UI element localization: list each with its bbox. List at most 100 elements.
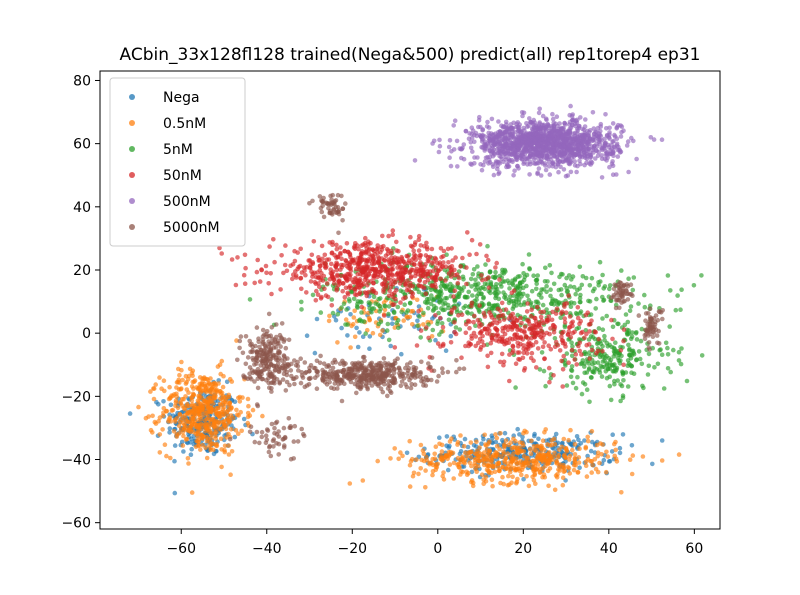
data-point	[598, 341, 604, 347]
data-point	[425, 305, 431, 311]
data-point	[569, 340, 574, 346]
data-point	[431, 259, 436, 264]
data-point	[423, 253, 429, 258]
data-point	[552, 487, 558, 493]
data-point	[151, 396, 157, 402]
data-point	[495, 166, 500, 172]
data-point	[563, 310, 569, 316]
data-point	[574, 434, 580, 439]
data-point	[168, 402, 174, 408]
data-point	[418, 328, 424, 333]
data-point	[439, 321, 445, 326]
data-point	[441, 477, 447, 482]
data-point	[404, 450, 410, 456]
data-point	[344, 241, 350, 246]
data-point	[603, 369, 609, 374]
data-point	[236, 395, 241, 401]
data-point	[500, 464, 505, 470]
data-point	[552, 441, 558, 447]
data-point	[299, 307, 304, 312]
data-point	[534, 281, 539, 287]
data-point	[542, 161, 548, 166]
data-point	[441, 470, 446, 475]
data-point	[461, 285, 467, 290]
data-point	[437, 137, 442, 143]
data-point	[363, 235, 368, 241]
data-point	[272, 259, 277, 265]
data-point	[408, 274, 414, 279]
data-point	[443, 348, 449, 354]
data-point	[181, 449, 186, 454]
data-point	[525, 124, 530, 129]
data-point	[569, 347, 575, 353]
data-point	[550, 111, 555, 117]
data-point	[494, 260, 500, 266]
data-point	[424, 454, 429, 460]
data-point	[151, 386, 157, 391]
data-point	[634, 156, 639, 162]
data-point	[607, 286, 612, 292]
data-point	[385, 251, 391, 257]
data-point	[627, 308, 633, 314]
data-point	[568, 427, 573, 433]
data-point	[212, 396, 217, 401]
data-point	[319, 243, 325, 249]
data-point	[497, 273, 503, 279]
data-point	[474, 293, 480, 299]
data-point	[226, 431, 231, 437]
data-point	[652, 365, 657, 370]
data-point	[190, 391, 196, 397]
data-point	[437, 441, 442, 447]
data-point	[376, 254, 381, 260]
data-point	[616, 321, 621, 327]
data-point	[198, 447, 203, 452]
data-point	[518, 459, 523, 464]
data-point	[534, 286, 539, 292]
data-point	[447, 138, 453, 143]
data-point	[203, 445, 208, 451]
data-point	[435, 295, 441, 301]
data-point	[542, 133, 547, 138]
data-point	[271, 237, 276, 242]
data-point	[366, 239, 371, 244]
data-point	[388, 343, 394, 349]
data-point	[228, 427, 234, 432]
data-point	[446, 144, 452, 150]
data-point	[550, 160, 555, 166]
data-point	[541, 368, 547, 374]
data-point	[407, 314, 413, 320]
data-point	[479, 441, 484, 447]
data-point	[190, 379, 196, 385]
data-point	[577, 144, 583, 149]
data-point	[452, 118, 458, 123]
data-point	[567, 324, 573, 330]
data-point	[225, 412, 230, 418]
data-point	[387, 262, 393, 267]
data-point	[229, 449, 235, 454]
data-point	[472, 313, 477, 319]
data-point	[636, 301, 641, 306]
data-point	[631, 371, 637, 377]
data-point	[362, 277, 368, 283]
data-point	[406, 287, 412, 293]
data-point	[494, 327, 500, 333]
data-point	[540, 438, 546, 444]
data-point	[360, 267, 366, 272]
data-point	[447, 155, 452, 160]
data-point	[386, 337, 392, 343]
data-point	[503, 307, 509, 312]
data-point	[609, 161, 615, 166]
data-point	[352, 286, 358, 292]
data-point	[359, 249, 365, 254]
data-point	[529, 438, 534, 444]
data-point	[508, 440, 513, 445]
data-point	[441, 253, 446, 259]
data-point	[584, 156, 590, 162]
data-point	[313, 274, 319, 280]
data-point	[568, 160, 574, 165]
data-point	[546, 483, 551, 489]
data-point	[323, 293, 329, 298]
data-point	[308, 279, 314, 284]
data-point	[327, 240, 333, 245]
data-point	[596, 336, 602, 342]
